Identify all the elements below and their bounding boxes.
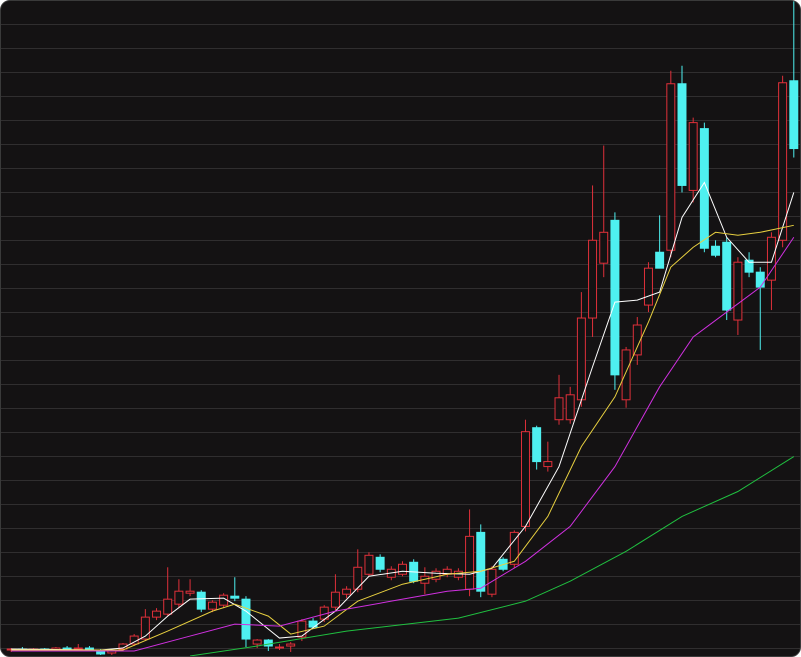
candle-body xyxy=(375,556,385,570)
candle-body xyxy=(733,261,743,321)
candle-body xyxy=(655,251,665,269)
candle-body xyxy=(398,563,407,575)
candle-body xyxy=(576,317,586,401)
candle-body xyxy=(565,394,575,421)
candle-body xyxy=(342,588,352,595)
candle-body xyxy=(275,646,284,649)
candle-body xyxy=(520,431,530,527)
candle-body xyxy=(364,554,374,575)
candle-body xyxy=(174,590,184,605)
candle-body xyxy=(330,591,340,608)
candle-body xyxy=(588,239,598,319)
candle-body xyxy=(711,245,721,256)
candle-body xyxy=(297,620,307,638)
candle-body xyxy=(688,122,698,191)
candle-body xyxy=(163,598,173,615)
candle-body xyxy=(84,647,94,650)
candle-body xyxy=(308,620,318,628)
candle-body xyxy=(666,83,676,251)
candle-body xyxy=(62,647,72,650)
candle-body xyxy=(610,219,620,376)
candle-body xyxy=(476,531,486,592)
candle-body xyxy=(509,531,519,565)
moving-average-line xyxy=(11,181,795,651)
candle-body xyxy=(632,324,642,356)
candle-body xyxy=(185,590,195,594)
candle-body xyxy=(263,639,273,647)
candle-body xyxy=(207,601,217,610)
candle-body xyxy=(73,647,83,650)
candle-body xyxy=(196,591,206,610)
candle-body xyxy=(286,643,296,647)
candle-body xyxy=(744,259,754,273)
candle-body xyxy=(140,616,150,640)
candle-body xyxy=(722,241,732,311)
candle-body xyxy=(230,595,240,599)
candle-body xyxy=(643,267,653,306)
candle-body xyxy=(431,570,441,580)
candle-body xyxy=(543,461,553,468)
candle-body xyxy=(118,643,128,650)
candle-body xyxy=(554,397,564,421)
candle-body xyxy=(252,639,262,645)
candle-body xyxy=(766,236,776,281)
candle-body xyxy=(778,82,788,241)
candle-body xyxy=(789,80,799,150)
candle-body xyxy=(465,535,475,590)
candle-body xyxy=(677,83,687,186)
candle-body xyxy=(621,349,631,401)
candle-body xyxy=(532,427,542,463)
candle-body xyxy=(152,610,162,618)
candle-body xyxy=(353,566,363,590)
moving-average-line xyxy=(11,224,794,651)
moving-average-line xyxy=(11,237,795,652)
candle-body xyxy=(755,271,765,288)
candle-body xyxy=(241,598,251,640)
moving-average-line xyxy=(189,456,795,656)
candle-body xyxy=(599,231,609,264)
